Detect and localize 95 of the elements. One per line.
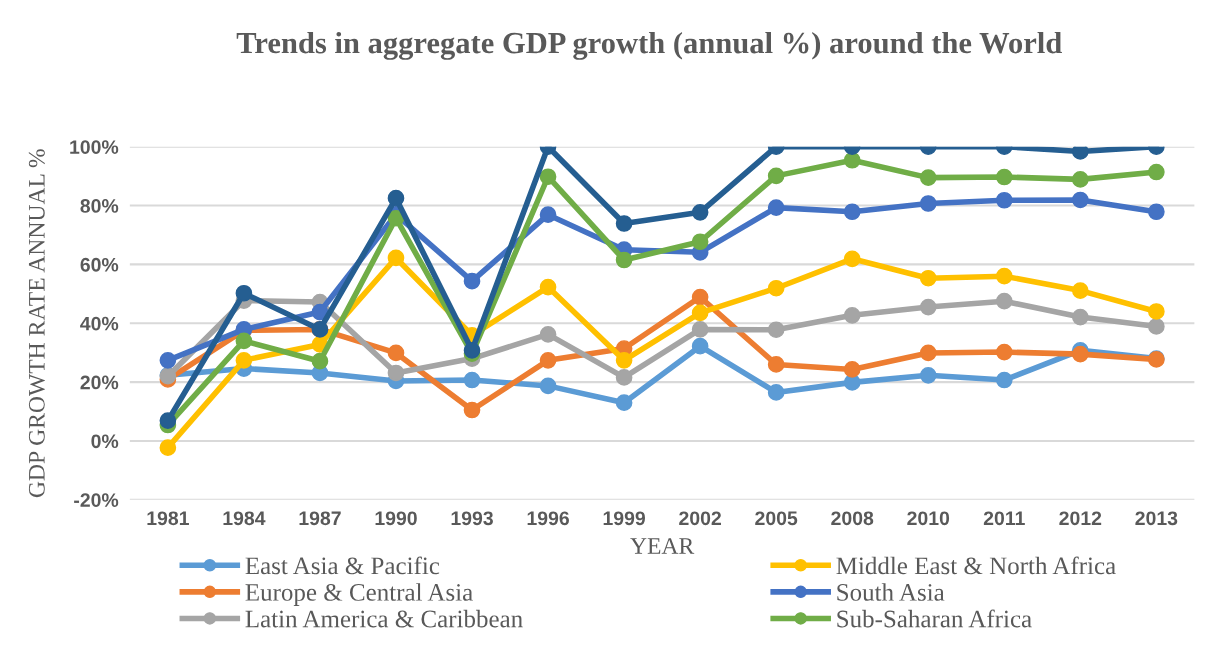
point <box>767 279 785 297</box>
point <box>311 303 329 321</box>
point <box>767 167 785 185</box>
x-tick-label: 1987 <box>299 511 341 526</box>
legend-label: Middle East & North Africa <box>836 556 1116 575</box>
chart-title: Trends in aggregate GDP growth (annual %) around the World <box>236 31 1062 60</box>
x-tick-label: 2005 <box>755 511 798 526</box>
point <box>1071 345 1089 363</box>
x-tick-label: 1981 <box>147 511 189 526</box>
point <box>387 189 405 207</box>
point <box>1071 282 1089 299</box>
point <box>995 267 1013 285</box>
point <box>615 351 633 369</box>
y-axis-title: GDP GROWTH RATE ANNUAL % <box>28 149 45 498</box>
point <box>463 341 481 359</box>
point <box>919 298 937 316</box>
point <box>539 278 557 296</box>
point <box>615 394 633 412</box>
x-tick-label: 2011 <box>983 511 1025 526</box>
point <box>463 272 481 290</box>
point <box>995 191 1013 209</box>
point <box>843 203 861 221</box>
point <box>463 371 481 389</box>
x-tick-label: 1996 <box>527 511 569 526</box>
point <box>691 337 709 355</box>
point <box>691 304 709 322</box>
point <box>159 351 177 369</box>
point <box>995 371 1013 389</box>
point <box>767 384 785 401</box>
x-tick-label: 2013 <box>1135 511 1178 526</box>
legend-label: East Asia & Pacific <box>245 556 440 575</box>
point <box>1071 171 1089 188</box>
point <box>919 195 937 212</box>
point <box>1071 146 1089 160</box>
y-tick-label: 0% <box>91 434 119 449</box>
point <box>691 233 709 251</box>
x-tick-label: 1984 <box>223 511 266 526</box>
point <box>539 168 557 186</box>
point <box>995 168 1013 186</box>
legend-label: Sub-Saharan Africa <box>837 609 1032 628</box>
point <box>919 344 937 362</box>
point <box>843 250 861 268</box>
point <box>767 356 785 373</box>
point <box>235 351 253 369</box>
y-tick-label: -20% <box>74 493 119 507</box>
y-tick-label: 80% <box>80 199 119 213</box>
legend-label: Europe & Central Asia <box>245 583 473 606</box>
point <box>919 269 937 287</box>
point <box>463 401 481 419</box>
point <box>539 351 557 369</box>
point <box>691 203 709 221</box>
x-tick-label: 2010 <box>907 511 950 526</box>
y-tick-label: 100% <box>70 140 119 154</box>
point <box>919 169 937 186</box>
point <box>235 284 253 302</box>
point <box>767 199 785 216</box>
point <box>387 249 405 267</box>
point <box>1071 308 1089 326</box>
point <box>615 369 633 386</box>
x-tick-label: 2008 <box>831 511 874 526</box>
point <box>387 344 405 362</box>
point <box>843 361 861 378</box>
point <box>159 412 177 429</box>
point <box>691 321 709 338</box>
point <box>235 332 253 350</box>
point <box>995 292 1013 310</box>
point <box>1148 303 1165 320</box>
x-tick-label: 2012 <box>1059 511 1102 526</box>
x-axis-title: YEAR <box>630 538 695 554</box>
point <box>995 343 1013 361</box>
point <box>615 251 633 269</box>
point <box>539 326 557 343</box>
point <box>539 206 557 224</box>
y-tick-label: 60% <box>80 257 119 272</box>
point <box>539 377 557 395</box>
point <box>1148 203 1165 221</box>
x-tick-label: 1999 <box>603 511 645 526</box>
point <box>311 352 329 370</box>
y-tick-label: 20% <box>80 375 119 390</box>
point <box>767 321 785 339</box>
point <box>843 306 861 324</box>
point <box>1148 318 1165 335</box>
x-tick-label: 1993 <box>451 511 493 526</box>
y-tick-label: 40% <box>80 316 119 331</box>
x-tick-label: 1990 <box>375 511 417 526</box>
point <box>615 215 633 232</box>
point <box>1148 163 1165 181</box>
x-tick-label: 2002 <box>679 511 721 526</box>
point <box>919 366 937 384</box>
legend-label: South Asia <box>837 583 945 601</box>
point <box>387 364 405 382</box>
point <box>1071 191 1089 209</box>
point <box>159 439 177 457</box>
legend-label: Latin America & Caribbean <box>245 609 523 628</box>
point <box>691 288 709 306</box>
